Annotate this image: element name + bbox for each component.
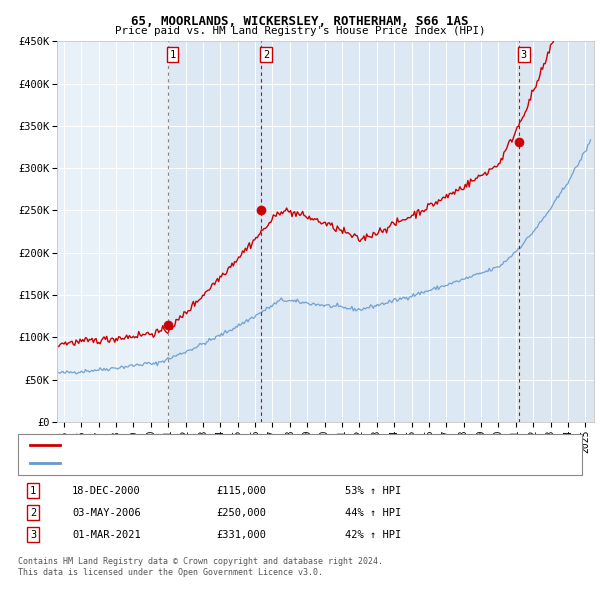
Text: 42% ↑ HPI: 42% ↑ HPI	[345, 530, 401, 539]
Bar	[518, 41, 594, 422]
Text: £331,000: £331,000	[216, 530, 266, 539]
Text: 03-MAY-2006: 03-MAY-2006	[72, 508, 141, 517]
Text: Contains HM Land Registry data © Crown copyright and database right 2024.: Contains HM Land Registry data © Crown c…	[18, 558, 383, 566]
Text: £250,000: £250,000	[216, 508, 266, 517]
Text: 3: 3	[521, 50, 527, 60]
Bar	[167, 41, 261, 422]
Bar	[261, 41, 518, 422]
Text: 53% ↑ HPI: 53% ↑ HPI	[345, 486, 401, 496]
Text: 65, MOORLANDS, WICKERSLEY, ROTHERHAM, S66 1AS: 65, MOORLANDS, WICKERSLEY, ROTHERHAM, S6…	[131, 15, 469, 28]
Text: This data is licensed under the Open Government Licence v3.0.: This data is licensed under the Open Gov…	[18, 568, 323, 577]
Text: 2: 2	[30, 508, 36, 517]
Text: 65, MOORLANDS, WICKERSLEY, ROTHERHAM, S66 1AS (detached house): 65, MOORLANDS, WICKERSLEY, ROTHERHAM, S6…	[69, 440, 433, 450]
Text: 2: 2	[263, 50, 269, 60]
Text: 1: 1	[170, 50, 176, 60]
Text: 1: 1	[30, 486, 36, 496]
Text: HPI: Average price, detached house, Rotherham: HPI: Average price, detached house, Roth…	[69, 458, 334, 468]
Text: 01-MAR-2021: 01-MAR-2021	[72, 530, 141, 539]
Text: 18-DEC-2000: 18-DEC-2000	[72, 486, 141, 496]
Text: 3: 3	[30, 530, 36, 539]
Text: 44% ↑ HPI: 44% ↑ HPI	[345, 508, 401, 517]
Text: Price paid vs. HM Land Registry's House Price Index (HPI): Price paid vs. HM Land Registry's House …	[115, 26, 485, 36]
Text: £115,000: £115,000	[216, 486, 266, 496]
